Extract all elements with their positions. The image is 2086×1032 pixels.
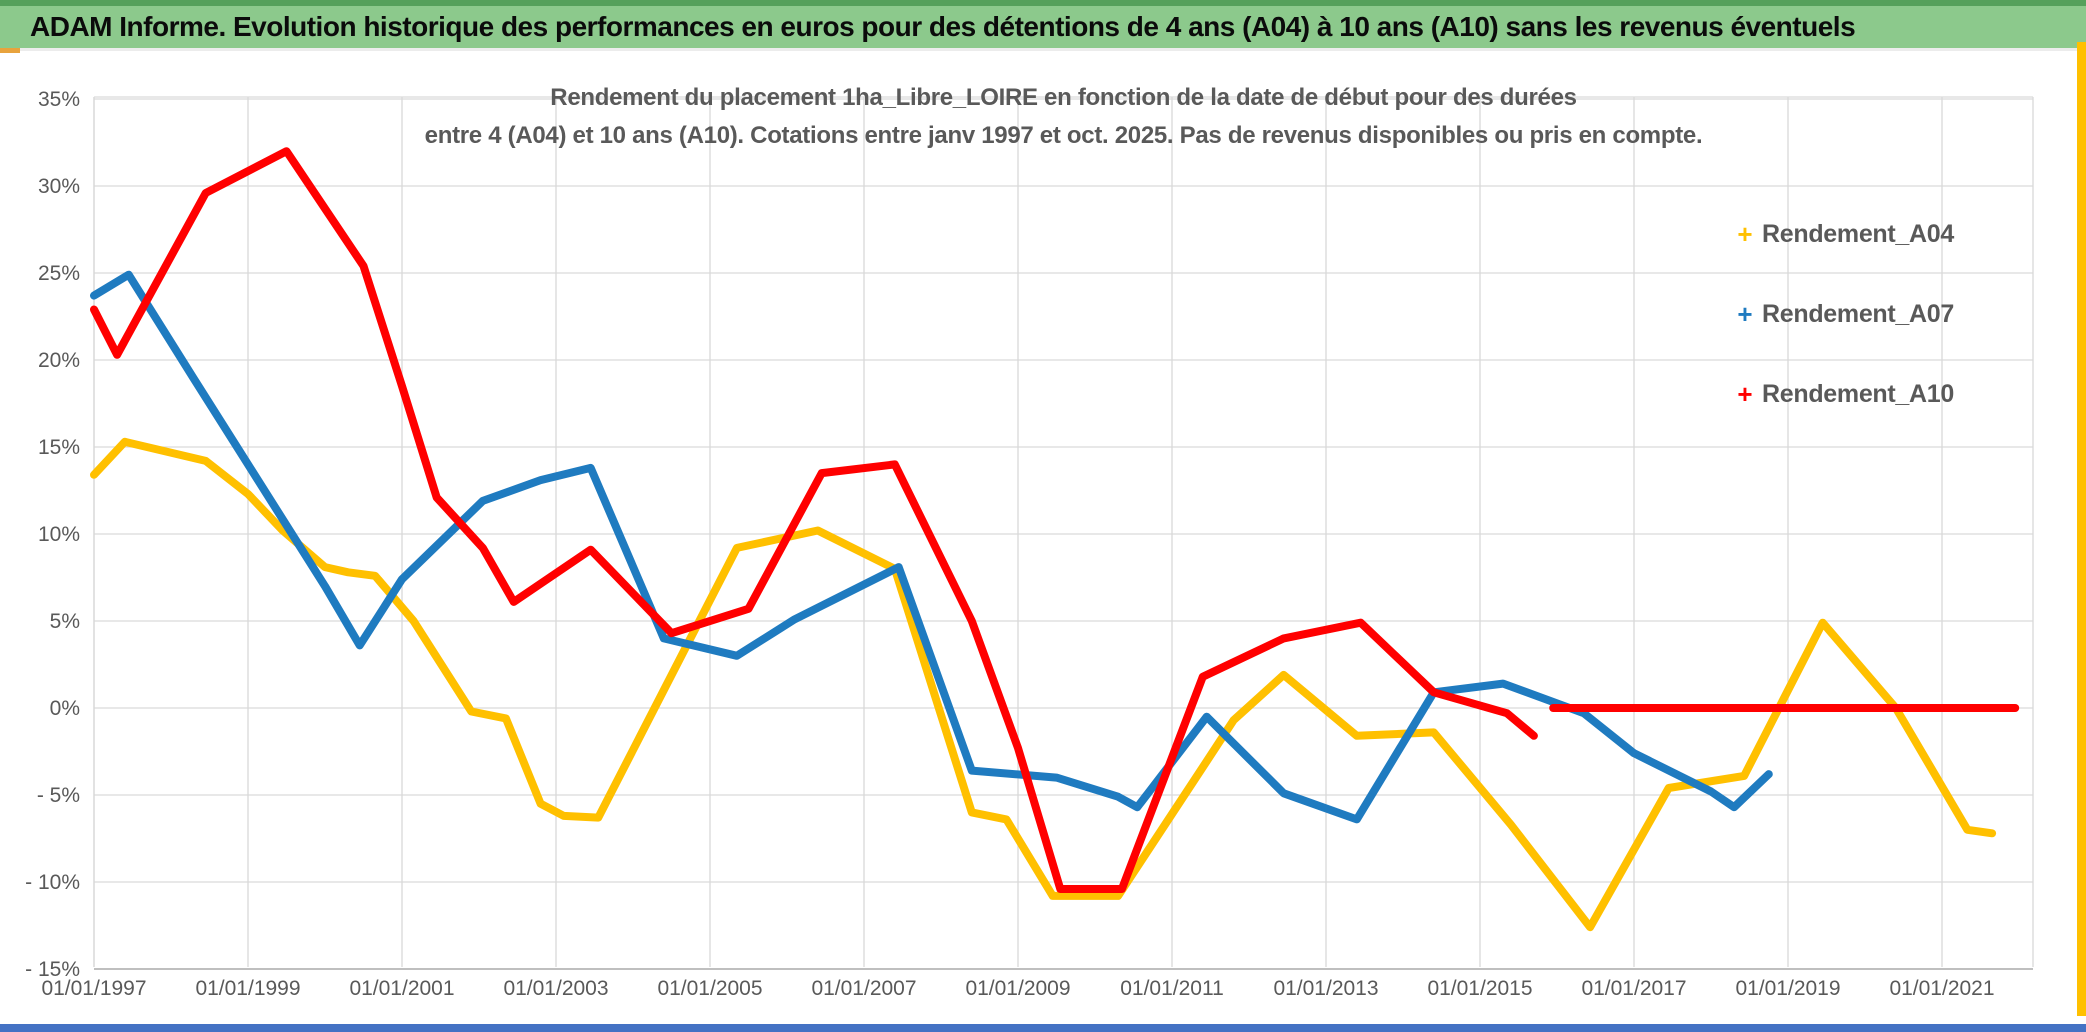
x-axis-tick-label: 01/01/2001 — [349, 977, 454, 1000]
header-divider — [0, 48, 2086, 51]
y-axis-tick-label: 15% — [38, 436, 80, 459]
y-axis-tick-label: - 10% — [25, 871, 80, 894]
x-axis-tick-label: 01/01/2015 — [1427, 977, 1532, 1000]
series-line-rendement_a04 — [90, 437, 1997, 932]
legend-plus-marker-icon: + — [1737, 219, 1753, 249]
y-axis-tick-label: 30% — [38, 175, 80, 198]
legend-label: Rendement_A10 — [1762, 379, 1954, 408]
y-axis-tick-label: 20% — [38, 349, 80, 372]
y-axis-tick-label: 35% — [38, 88, 80, 111]
legend-plus-marker-icon: + — [1737, 299, 1753, 329]
x-axis-tick-label: 01/01/2009 — [965, 977, 1070, 1000]
report-header-bar: ADAM Informe. Evolution historique des p… — [0, 6, 2086, 48]
x-axis-tick-label: 01/01/2013 — [1273, 977, 1378, 1000]
x-axis-tick-label: 01/01/2003 — [503, 977, 608, 1000]
bottom-edge-blue-bar — [0, 1024, 2086, 1032]
x-axis-tick-label: 01/01/2019 — [1735, 977, 1840, 1000]
y-axis-tick-label: 25% — [38, 262, 80, 285]
series-line-rendement_a07 — [90, 270, 1773, 824]
series-line-rendement_a10 — [90, 147, 1538, 893]
chart-title-line2: entre 4 (A04) et 10 ans (A10). Cotations… — [424, 122, 1703, 149]
legend-plus-marker-icon: + — [1737, 379, 1753, 409]
right-edge-gold-bar — [2077, 42, 2086, 1016]
y-axis-tick-label: 10% — [38, 523, 80, 546]
y-axis-tick-label: - 5% — [37, 784, 80, 807]
report-title: ADAM Informe. Evolution historique des p… — [30, 11, 1856, 42]
legend-label: Rendement_A04 — [1762, 219, 1954, 248]
y-axis-tick-label: 5% — [50, 610, 80, 633]
legend-item-rendement_a07: + Rendement_A07 — [1728, 274, 1954, 354]
x-axis-tick-label: 01/01/2007 — [811, 977, 916, 1000]
window-top-strip — [0, 0, 2086, 6]
x-axis-tick-label: 01/01/2017 — [1581, 977, 1686, 1000]
y-axis-tick-label: 0% — [50, 697, 80, 720]
legend-item-rendement_a10: + Rendement_A10 — [1728, 354, 1954, 434]
x-axis-tick-label: 01/01/1997 — [41, 977, 146, 1000]
gold-corner-tab — [0, 48, 20, 53]
x-axis-tick-label: 01/01/2005 — [657, 977, 762, 1000]
x-axis-tick-label: 01/01/2021 — [1889, 977, 1994, 1000]
legend-label: Rendement_A07 — [1762, 299, 1954, 328]
chart-legend: + Rendement_A04 + Rendement_A07 + Rendement_A… — [1728, 194, 1954, 434]
chart-title-line1: Rendement du placement 1ha_Libre_LOIRE e… — [550, 84, 1577, 111]
y-axis-tick-label: - 15% — [25, 958, 80, 981]
legend-item-rendement_a04: + Rendement_A04 — [1728, 194, 1954, 274]
x-axis-tick-label: 01/01/2011 — [1120, 977, 1224, 1000]
x-axis-tick-label: 01/01/1999 — [195, 977, 300, 1000]
